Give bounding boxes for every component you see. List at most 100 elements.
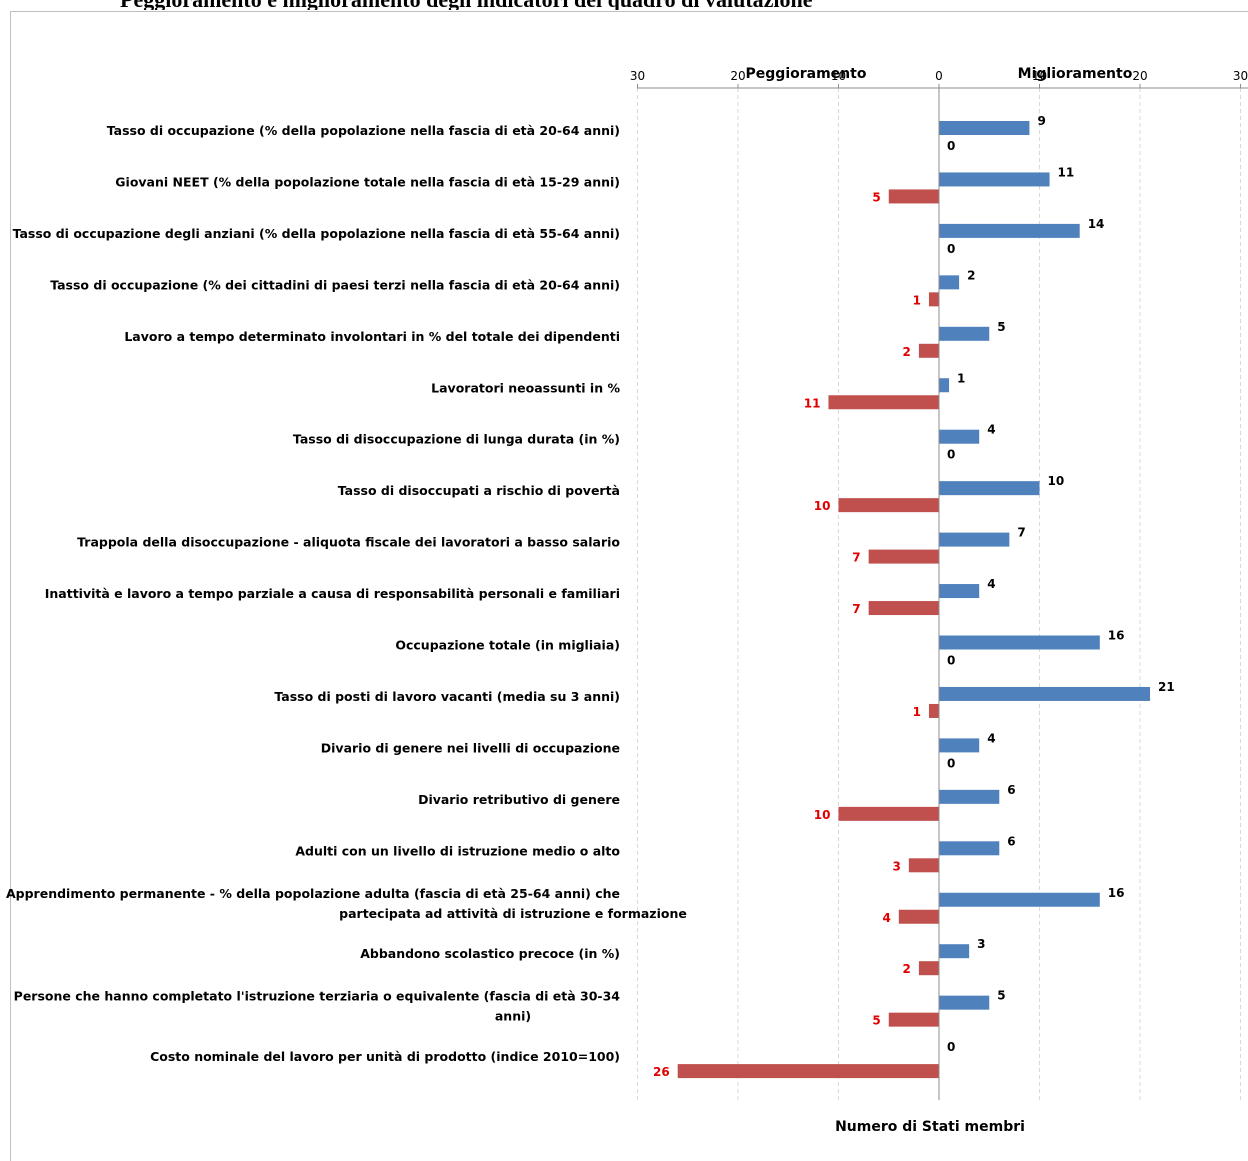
bar-miglioramento <box>939 378 950 393</box>
grid-lines <box>637 88 1241 1100</box>
data-label-peggioramento: 11 <box>804 396 821 410</box>
bar-miglioramento <box>939 429 980 444</box>
x-tick-label: 0 <box>935 69 943 83</box>
category-label: anni) <box>495 1009 531 1024</box>
bar-peggioramento <box>868 549 939 564</box>
data-label-miglioramento: 9 <box>1037 114 1045 128</box>
header-peggioramento: Peggioramento <box>746 66 867 82</box>
bar-miglioramento <box>939 275 960 290</box>
bar-miglioramento <box>939 738 980 753</box>
data-label-peggioramento: 10 <box>814 808 831 822</box>
category-label: Lavoro a tempo determinato involontari i… <box>124 329 620 344</box>
bar-miglioramento <box>939 944 970 959</box>
data-label-peggioramento: 4 <box>882 911 890 925</box>
data-label-peggioramento: 0 <box>947 654 955 668</box>
data-label-miglioramento: 1 <box>957 371 965 385</box>
data-label-miglioramento: 0 <box>947 1040 955 1054</box>
data-label-peggioramento: 5 <box>872 1014 880 1028</box>
data-label-peggioramento: 5 <box>872 190 880 204</box>
bar-miglioramento <box>939 789 1000 804</box>
data-label-peggioramento: 0 <box>947 756 955 770</box>
x-tick-label: 20 <box>730 69 745 83</box>
category-label: partecipata ad attività di istruzione e … <box>339 906 687 921</box>
data-label-peggioramento: 7 <box>852 602 860 616</box>
bar-miglioramento <box>939 635 1100 650</box>
bar-peggioramento <box>908 858 939 873</box>
category-label: Occupazione totale (in migliaia) <box>395 638 620 653</box>
category-label: Inattività e lavoro a tempo parziale a c… <box>45 586 620 601</box>
data-label-miglioramento: 16 <box>1108 886 1125 900</box>
data-label-peggioramento: 7 <box>852 551 860 565</box>
data-label-miglioramento: 6 <box>1007 834 1015 848</box>
x-tick-label: 30 <box>1233 69 1248 83</box>
x-tick-label: 10 <box>1032 69 1047 83</box>
data-label-peggioramento: 2 <box>903 345 911 359</box>
data-label-miglioramento: 5 <box>997 989 1005 1003</box>
bar-peggioramento <box>868 601 939 616</box>
data-label-peggioramento: 3 <box>892 859 900 873</box>
category-label: Tasso di occupazione (% dei cittadini di… <box>50 277 620 292</box>
category-label: Abbandono scolastico precoce (in %) <box>360 946 620 961</box>
page-title: Peggioramento e miglioramento degli indi… <box>120 0 813 10</box>
bar-miglioramento <box>939 892 1100 907</box>
data-label-peggioramento: 1 <box>913 293 921 307</box>
bar-peggioramento <box>828 395 939 410</box>
category-label: Tasso di occupazione degli anziani (% de… <box>13 226 620 241</box>
category-label: Persone che hanno completato l'istruzion… <box>14 989 621 1004</box>
chart-frame <box>10 11 1248 1161</box>
x-axis-ticks: 30 20 10 0 10 20 30 <box>630 69 1248 88</box>
category-label: Costo nominale del lavoro per unità di p… <box>150 1049 620 1064</box>
bar-peggioramento <box>928 703 939 718</box>
bar-miglioramento <box>939 841 1000 856</box>
header-miglioramento: Miglioramento <box>1018 66 1133 82</box>
category-label: Tasso di occupazione (% della popolazion… <box>107 123 620 138</box>
data-label-peggioramento: 0 <box>947 139 955 153</box>
data-label-miglioramento: 16 <box>1108 629 1125 643</box>
bar-miglioramento <box>939 686 1151 701</box>
data-label-peggioramento: 0 <box>947 448 955 462</box>
x-axis-title: Numero di Stati membri <box>835 1119 1025 1135</box>
data-label-peggioramento: 26 <box>653 1065 670 1079</box>
data-label-miglioramento: 7 <box>1017 526 1025 540</box>
data-label-peggioramento: 10 <box>814 499 831 513</box>
data-label-miglioramento: 4 <box>987 731 995 745</box>
bar-peggioramento <box>838 498 939 513</box>
category-label: Divario retributivo di genere <box>418 792 620 807</box>
category-label: Apprendimento permanente - % della popol… <box>6 886 620 901</box>
bar-miglioramento <box>939 995 990 1010</box>
bars <box>677 88 1151 1100</box>
bar-peggioramento <box>677 1064 939 1079</box>
category-label: Tasso di posti di lavoro vacanti (media … <box>274 689 620 704</box>
data-labels: 9011514021521114010107747160211406106316… <box>653 114 1175 1079</box>
data-label-peggioramento: 2 <box>903 962 911 976</box>
category-label: Lavoratori neoassunti in % <box>431 380 620 395</box>
data-label-peggioramento: 0 <box>947 242 955 256</box>
bar-miglioramento <box>939 481 1040 496</box>
bar-miglioramento <box>939 326 990 341</box>
x-tick-label: 10 <box>831 69 846 83</box>
bar-peggioramento <box>838 806 939 821</box>
data-label-peggioramento: 1 <box>913 705 921 719</box>
bar-miglioramento <box>939 223 1080 238</box>
category-label: Tasso di disoccupazione di lunga durata … <box>293 432 620 447</box>
bar-miglioramento <box>939 121 1030 135</box>
x-tick-label: 30 <box>630 69 645 83</box>
x-tick-label: 20 <box>1132 69 1147 83</box>
bar-peggioramento <box>898 909 939 924</box>
data-label-miglioramento: 10 <box>1048 474 1065 488</box>
bar-peggioramento <box>888 189 939 204</box>
bar-peggioramento <box>918 961 939 976</box>
data-label-miglioramento: 11 <box>1058 165 1075 179</box>
category-label: Giovani NEET (% della popolazione totale… <box>115 174 620 189</box>
bar-peggioramento <box>928 292 939 307</box>
category-label: Tasso di disoccupati a rischio di povert… <box>338 483 620 498</box>
bar-peggioramento <box>918 343 939 358</box>
bar-miglioramento <box>939 584 980 599</box>
bar-peggioramento <box>888 1012 939 1027</box>
data-label-miglioramento: 3 <box>977 937 985 951</box>
bar-miglioramento <box>939 532 1010 547</box>
data-label-miglioramento: 6 <box>1007 783 1015 797</box>
data-label-miglioramento: 2 <box>967 268 975 282</box>
data-label-miglioramento: 4 <box>987 423 995 437</box>
